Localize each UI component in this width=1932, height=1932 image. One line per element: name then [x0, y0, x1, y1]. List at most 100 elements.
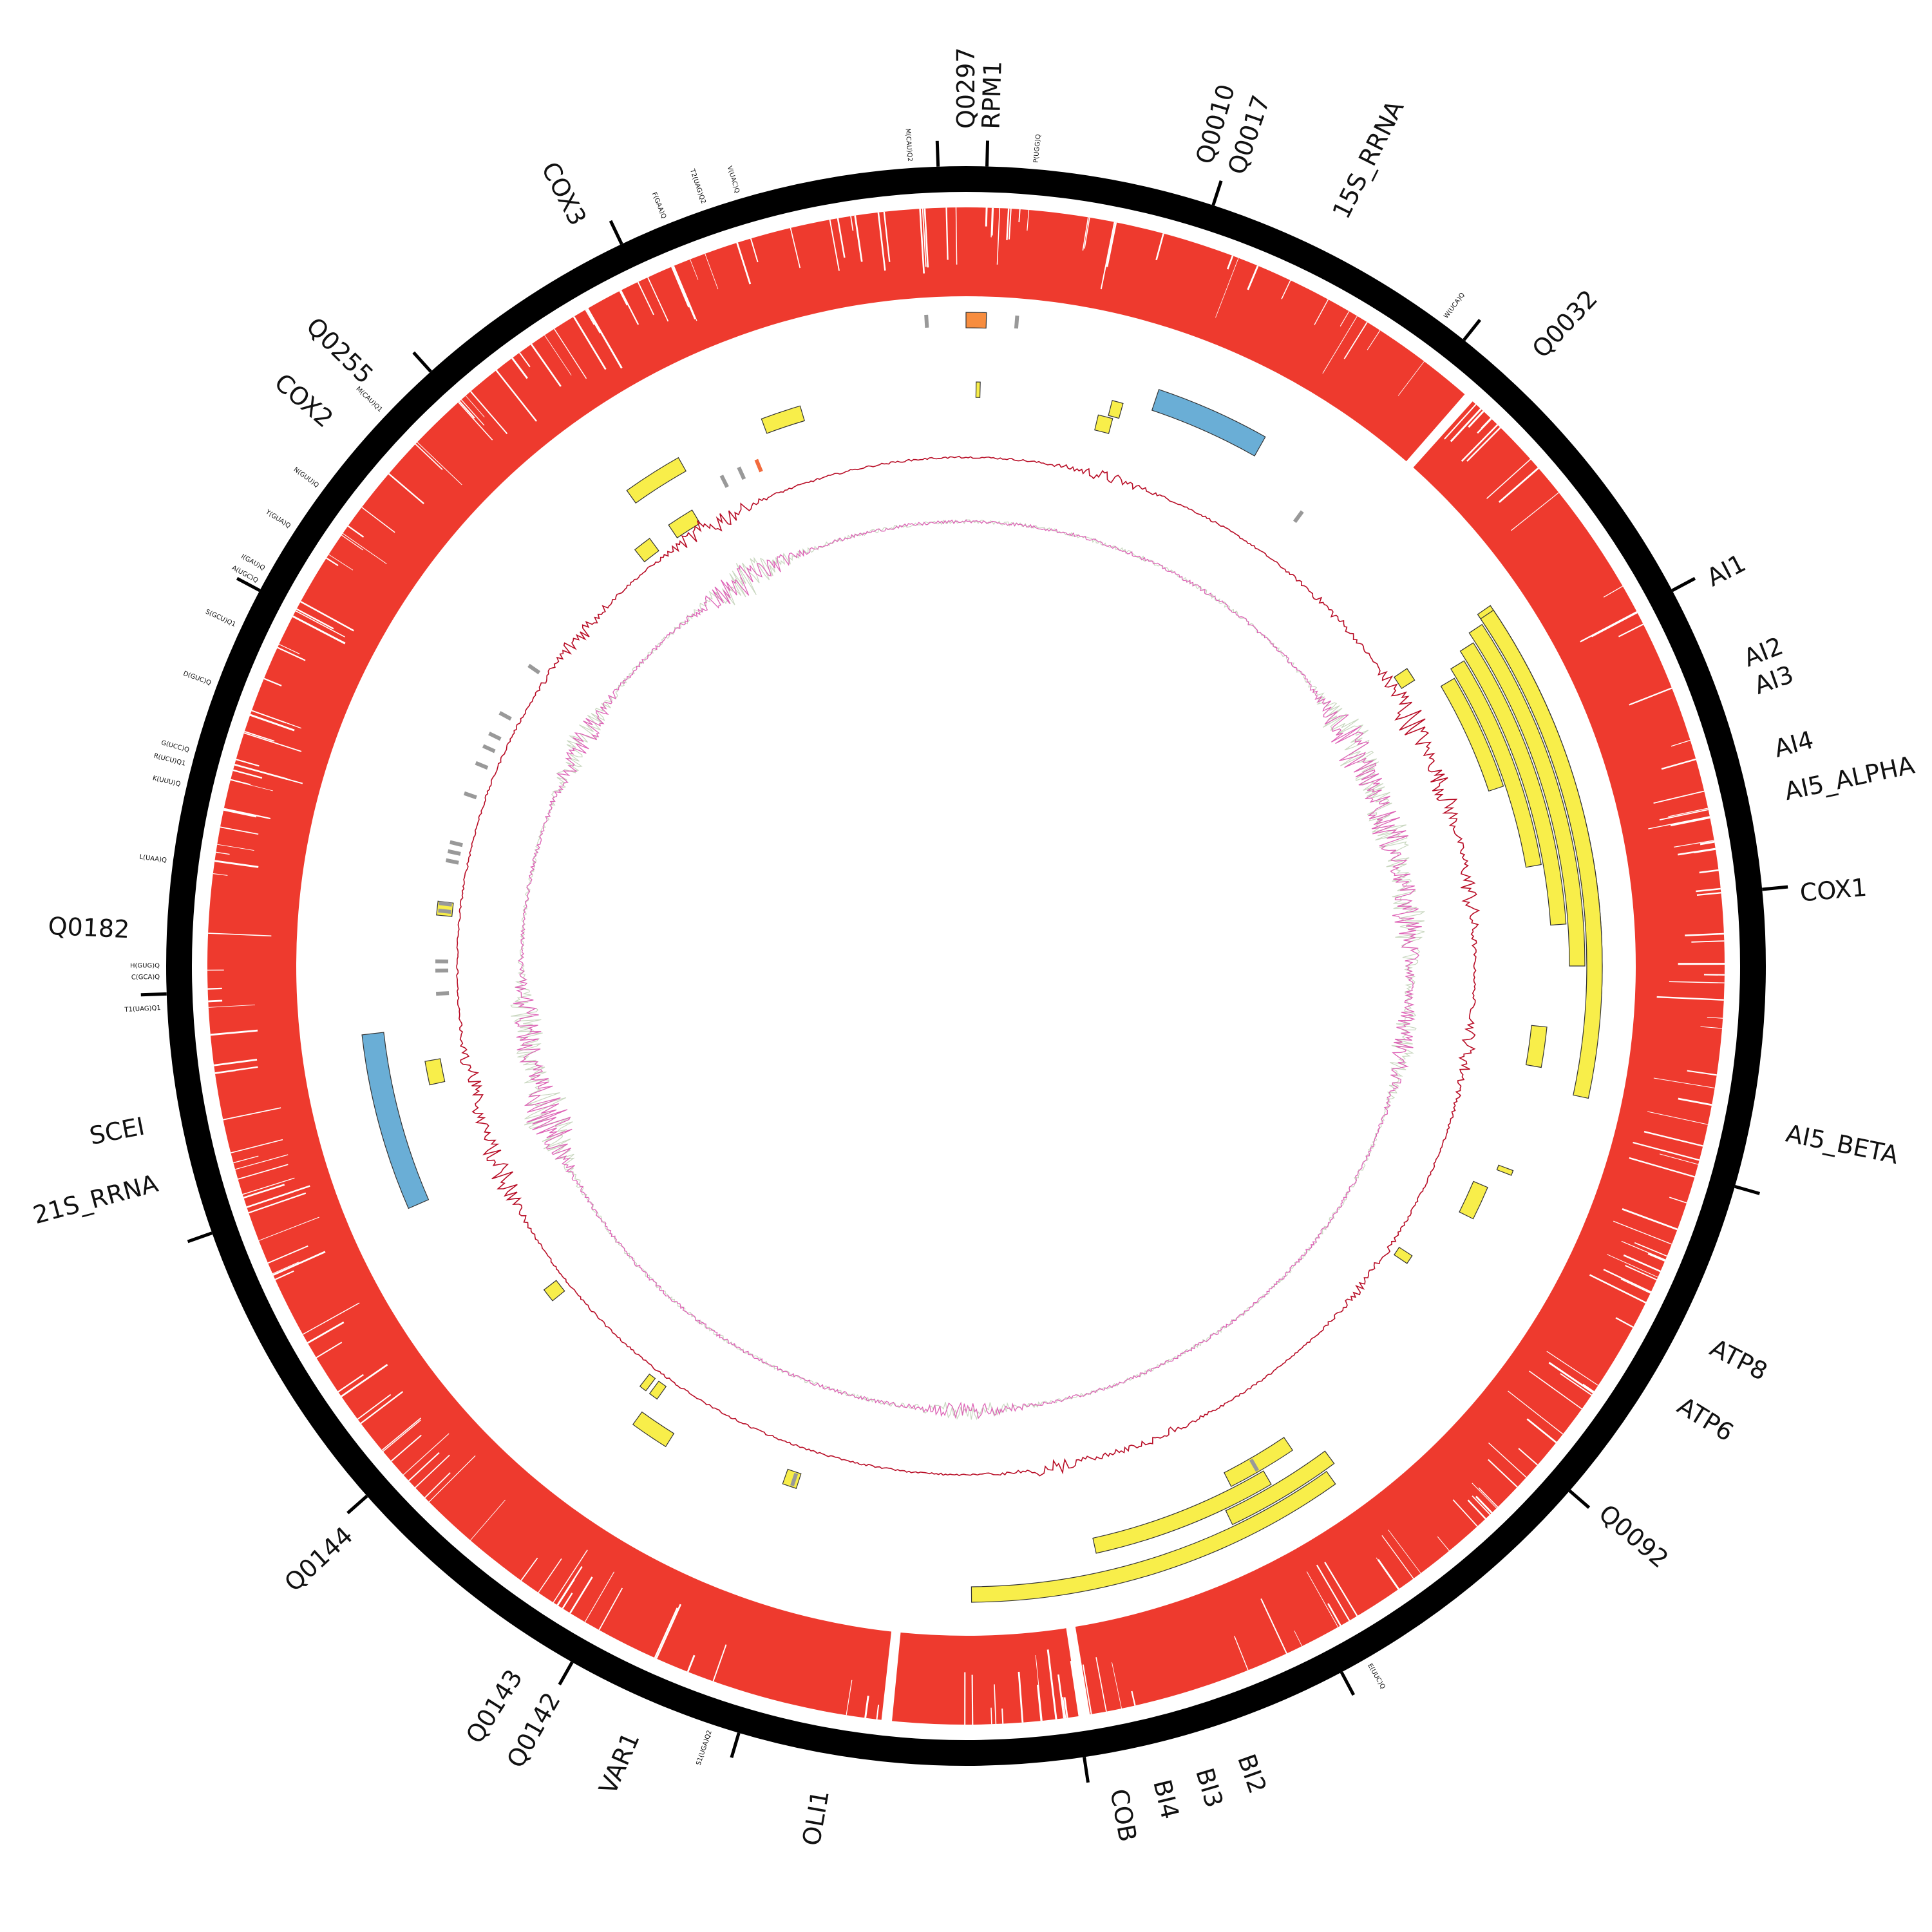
coverage-dip [654, 1607, 678, 1658]
gene-label: COX3 [536, 157, 592, 230]
coverage-dip [1669, 1197, 1687, 1204]
coverage-dip [295, 610, 345, 638]
coverage-dip [217, 844, 254, 851]
coverage-dip [1423, 396, 1468, 447]
coverage-dip [216, 851, 230, 855]
coverage-dip [415, 443, 443, 470]
coverage-dip [258, 1217, 319, 1241]
coverage-dip [251, 710, 287, 724]
orf-feature [1450, 660, 1542, 868]
gene-label: Q0297 [952, 47, 980, 129]
gene-tick [412, 351, 432, 373]
coverage-dip [1674, 840, 1714, 848]
coverage-dip [1367, 330, 1381, 350]
coverage-dip [1343, 321, 1368, 359]
coverage-dip [1082, 217, 1089, 251]
gene-label: AI5_BETA [1784, 1119, 1901, 1170]
coverage-dip [1699, 869, 1719, 874]
coverage-dip [272, 1251, 326, 1276]
coverage-dip [569, 1577, 593, 1614]
orf-feature [971, 1470, 1336, 1603]
gene-label: Q0144 [279, 1521, 358, 1597]
coverage-dip [1668, 808, 1709, 817]
trna-label: K(UUU)Q [152, 775, 182, 788]
trna-label: D(GUC)Q [182, 670, 213, 687]
coverage-dip [1671, 739, 1690, 747]
gene-label: AI4 [1771, 725, 1817, 762]
coverage-dip [246, 1185, 310, 1208]
orf-feature [639, 1373, 656, 1392]
orf-feature [1440, 677, 1504, 792]
coverage-dip [556, 1566, 583, 1606]
coverage-dip [292, 615, 346, 645]
coverage-dip [1659, 1153, 1699, 1165]
coverage-dip [272, 1262, 299, 1274]
coverage-dip [864, 1695, 869, 1718]
coverage-dip [1316, 1564, 1350, 1622]
coverage-dip [428, 1455, 476, 1502]
gene-label: Q0255 [301, 312, 379, 389]
coverage-dip [1529, 1370, 1582, 1410]
gene-label: OLI1 [797, 1788, 835, 1848]
coverage-dip [538, 1558, 562, 1593]
coverage-dip [790, 227, 801, 269]
orf-feature [1480, 609, 1603, 1099]
coverage-dip [671, 266, 690, 308]
coverage-dip [415, 1454, 450, 1488]
gene-label: VAR1 [593, 1728, 645, 1798]
coverage-dip [208, 933, 272, 937]
coverage-dip [465, 395, 485, 418]
coverage-dip [619, 290, 628, 306]
coverage-dip [328, 554, 354, 571]
gene-label: AI5_ALPHA [1782, 751, 1917, 806]
coverage-dip [388, 473, 424, 504]
gene-tick [1568, 1489, 1591, 1509]
coverage-segment [1075, 401, 1725, 1715]
coverage-dip [573, 316, 607, 370]
gene-tick [346, 1495, 368, 1515]
skew-tracks [456, 455, 1481, 1477]
coverage-dip [1281, 279, 1291, 299]
trna-feature [482, 744, 496, 753]
gene-tick [187, 1231, 213, 1244]
coverage-dip [1526, 1418, 1557, 1444]
coverage-dip [1670, 817, 1710, 827]
coverage-dip [877, 212, 886, 271]
trna-feature [463, 791, 477, 800]
coverage-dip [1687, 1070, 1717, 1076]
coverage-dip [223, 1107, 281, 1121]
gene-label: Q0182 [48, 912, 130, 943]
orf-feature [1092, 1470, 1272, 1554]
gene-tick [558, 1661, 574, 1686]
gene-tick [1083, 1756, 1090, 1783]
coverage-dip [1046, 1649, 1057, 1719]
coverage-dip [236, 759, 260, 767]
coverage-dip [238, 1164, 289, 1180]
coverage-dip [1260, 1598, 1287, 1654]
coverage-dip [278, 643, 300, 654]
coverage-dip [829, 219, 840, 271]
gene-tick [985, 140, 990, 167]
coverage-dip [316, 1341, 343, 1358]
coverage-dip [837, 218, 846, 258]
coverage-dip [584, 1571, 615, 1622]
trna-feature [1293, 510, 1304, 524]
trna-label: S1(UGA)Q2 [696, 1730, 714, 1766]
coverage-dip [459, 401, 475, 419]
coverage-dip [337, 1374, 364, 1393]
trna-label: C(GCA)Q [131, 974, 160, 981]
coverage-dip [1428, 397, 1469, 443]
coverage-dip [402, 1433, 450, 1475]
coverage-dip [1322, 316, 1358, 374]
gene-tick [1762, 885, 1788, 891]
coverage-dip [1696, 887, 1721, 893]
trna-feature [719, 475, 729, 488]
rrna-feature [361, 1032, 430, 1209]
coverage-dip [883, 211, 891, 262]
coverage-dip [922, 208, 927, 267]
coverage-dip [1215, 258, 1239, 318]
gc-skew-line [456, 455, 1481, 1477]
coverage-track [207, 207, 1725, 1725]
trna-label: G(UCC)Q [160, 739, 190, 754]
coverage-dip [230, 779, 251, 786]
